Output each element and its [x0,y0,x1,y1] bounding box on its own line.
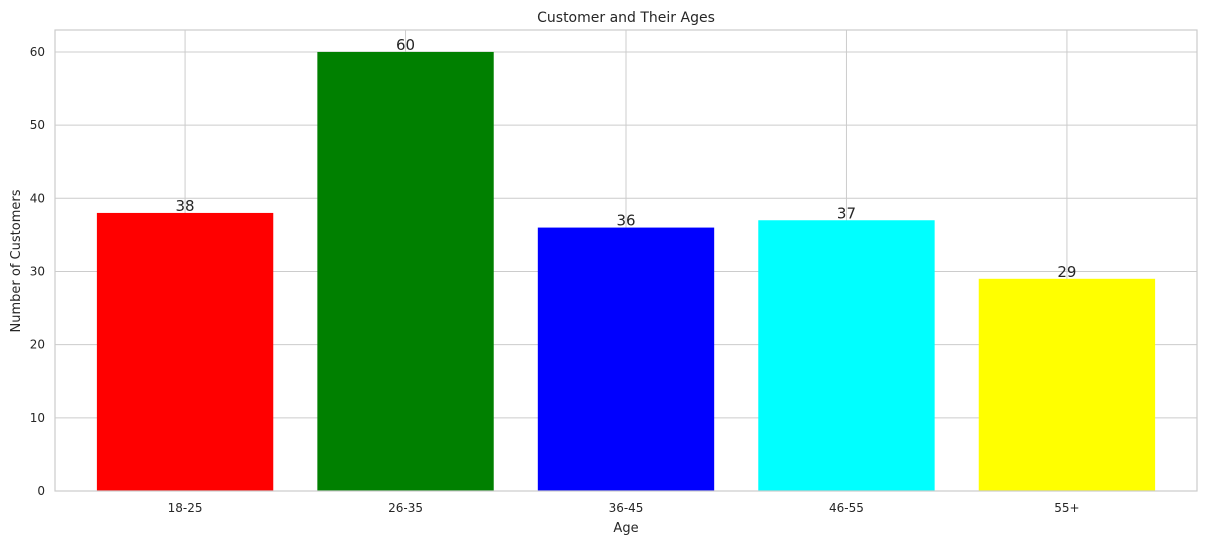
x-tick-label: 55+ [1054,501,1079,515]
x-axis-label: Age [613,521,638,536]
y-tick-label: 50 [30,118,45,132]
y-tick-label: 10 [30,411,45,425]
value-label: 36 [616,212,635,230]
plot-frame [54,29,1198,492]
value-label: 60 [396,36,415,54]
value-label: 38 [176,197,195,215]
bar [758,220,935,491]
y-tick-label: 60 [30,45,45,59]
x-tick-label: 26-35 [388,501,423,515]
x-tick-label: 18-25 [168,501,203,515]
value-label: 37 [837,204,856,222]
x-tick-label: 36-45 [609,501,644,515]
y-tick-label: 20 [30,338,45,352]
x-tick-label: 46-55 [829,501,864,515]
value-label: 29 [1057,263,1076,281]
y-tick-label: 0 [37,484,45,498]
bar [978,278,1156,491]
bar [537,227,715,492]
y-axis-label: Number of Customers [9,189,24,332]
bar [96,212,274,491]
y-tick-label: 40 [30,191,45,205]
y-tick-label: 30 [30,264,45,278]
chart-title: Customer and Their Ages [537,10,715,26]
bar [317,51,494,491]
